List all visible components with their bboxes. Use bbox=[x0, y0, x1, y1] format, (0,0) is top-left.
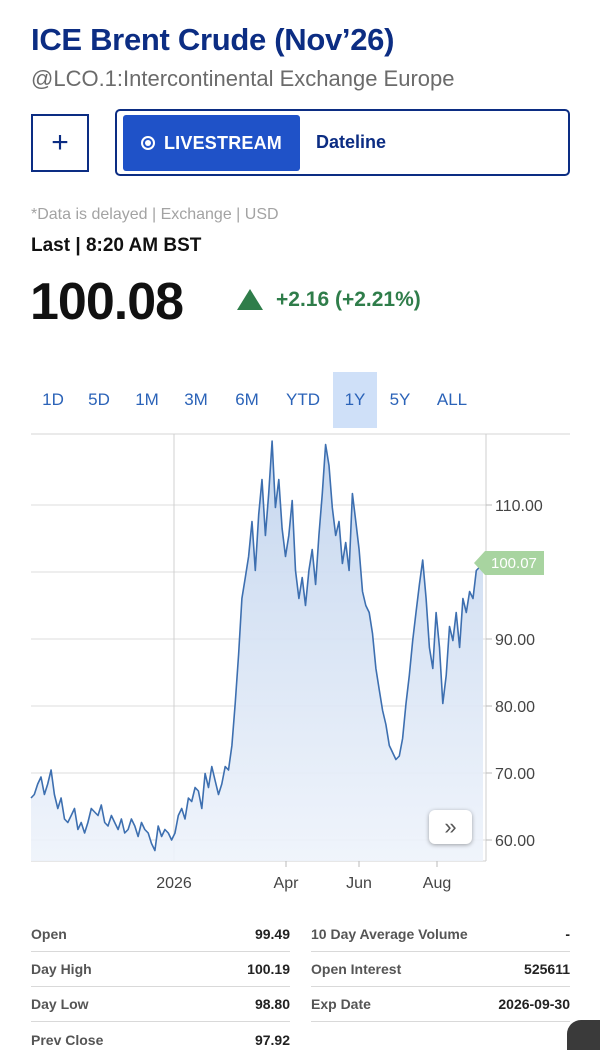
media-toggle: LIVESTREAM Dateline bbox=[115, 109, 570, 176]
stat-value: 100.19 bbox=[247, 961, 290, 977]
stat-label: Exp Date bbox=[311, 996, 371, 1012]
stat-value: 99.49 bbox=[254, 926, 290, 942]
tab-range-5d[interactable]: 5D bbox=[88, 390, 110, 409]
stat-row-day-low: Day Low 98.80 bbox=[31, 987, 290, 1022]
stat-label: Prev Close bbox=[31, 1031, 104, 1048]
x-tick-label: Jun bbox=[346, 875, 372, 892]
stat-value: - bbox=[565, 926, 570, 942]
series-layer bbox=[30, 440, 484, 861]
livestream-label: LIVESTREAM bbox=[163, 132, 282, 153]
double-chevron-right-icon[interactable]: » bbox=[429, 810, 472, 844]
y-tick-label: 60.00 bbox=[495, 833, 535, 850]
stat-value: 2026-09-30 bbox=[498, 996, 570, 1012]
stat-label: 10 Day Average Volume bbox=[311, 926, 468, 942]
x-tick-label: Apr bbox=[274, 875, 300, 892]
price-line bbox=[30, 440, 484, 852]
exchange-subtitle: @LCO.1:Intercontinental Exchange Europe bbox=[31, 66, 455, 91]
last-time: Last | 8:20 AM BST bbox=[31, 235, 202, 256]
y-tick-label: 90.00 bbox=[495, 632, 535, 649]
stat-row-open: Open 99.49 bbox=[31, 917, 290, 952]
stat-row-avg-volume: 10 Day Average Volume - bbox=[311, 917, 570, 952]
stat-label: Open bbox=[31, 926, 67, 942]
price-chart: 110.00 90.00 80.00 70.00 60.00 2026 Apr … bbox=[30, 433, 570, 892]
stat-value: 97.92 bbox=[254, 1031, 290, 1048]
stat-label: Open Interest bbox=[311, 961, 402, 977]
tab-range-3m[interactable]: 3M bbox=[184, 390, 208, 409]
x-tick-label: 2026 bbox=[156, 875, 192, 892]
stat-value: 525611 bbox=[524, 961, 570, 977]
triangle-up-icon bbox=[237, 289, 263, 310]
tab-range-all[interactable]: ALL bbox=[436, 390, 468, 409]
tab-range-1y[interactable]: 1Y bbox=[333, 372, 377, 428]
add-to-watchlist-button[interactable]: + bbox=[31, 114, 89, 172]
tab-range-6m[interactable]: 6M bbox=[235, 390, 259, 409]
stat-value: 98.80 bbox=[254, 996, 290, 1012]
stat-label: Day High bbox=[31, 961, 92, 977]
tab-range-1m[interactable]: 1M bbox=[135, 390, 159, 409]
tab-range-5y[interactable]: 5Y bbox=[389, 390, 411, 409]
tab-range-1d[interactable]: 1D bbox=[42, 390, 64, 409]
price-change: +2.16 (+2.21%) bbox=[276, 288, 421, 311]
y-tick-label: 110.00 bbox=[495, 498, 543, 515]
x-tick-label: Aug bbox=[423, 875, 451, 892]
last-value-label: 100.07 bbox=[491, 555, 537, 572]
delay-note: *Data is delayed | Exchange | USD bbox=[31, 206, 279, 223]
stat-row-prev-close: Prev Close 97.92 bbox=[31, 1022, 290, 1050]
floating-corner-button[interactable] bbox=[567, 1020, 600, 1050]
last-price: 100.08 bbox=[30, 273, 184, 331]
page-title: ICE Brent Crude (Nov’26) bbox=[31, 22, 395, 57]
dateline-button[interactable]: Dateline bbox=[316, 132, 387, 152]
x-axis: 2026 Apr Jun Aug bbox=[156, 861, 451, 892]
y-tick-label: 70.00 bbox=[495, 766, 535, 783]
last-value-badge: 100.07 bbox=[474, 551, 544, 576]
price-area bbox=[31, 441, 483, 861]
stat-row-day-high: Day High 100.19 bbox=[31, 952, 290, 987]
stat-row-exp-date: Exp Date 2026-09-30 bbox=[311, 987, 570, 1022]
stat-row-open-interest: Open Interest 525611 bbox=[311, 952, 570, 987]
stat-label: Day Low bbox=[31, 996, 89, 1012]
last-value-badge-shape bbox=[474, 551, 544, 576]
y-tick-label: 80.00 bbox=[495, 699, 535, 716]
y-axis: 110.00 90.00 80.00 70.00 60.00 bbox=[486, 498, 543, 850]
radio-dot-icon bbox=[140, 136, 155, 150]
livestream-button[interactable]: LIVESTREAM bbox=[123, 115, 300, 171]
tab-range-ytd[interactable]: YTD bbox=[286, 390, 320, 409]
